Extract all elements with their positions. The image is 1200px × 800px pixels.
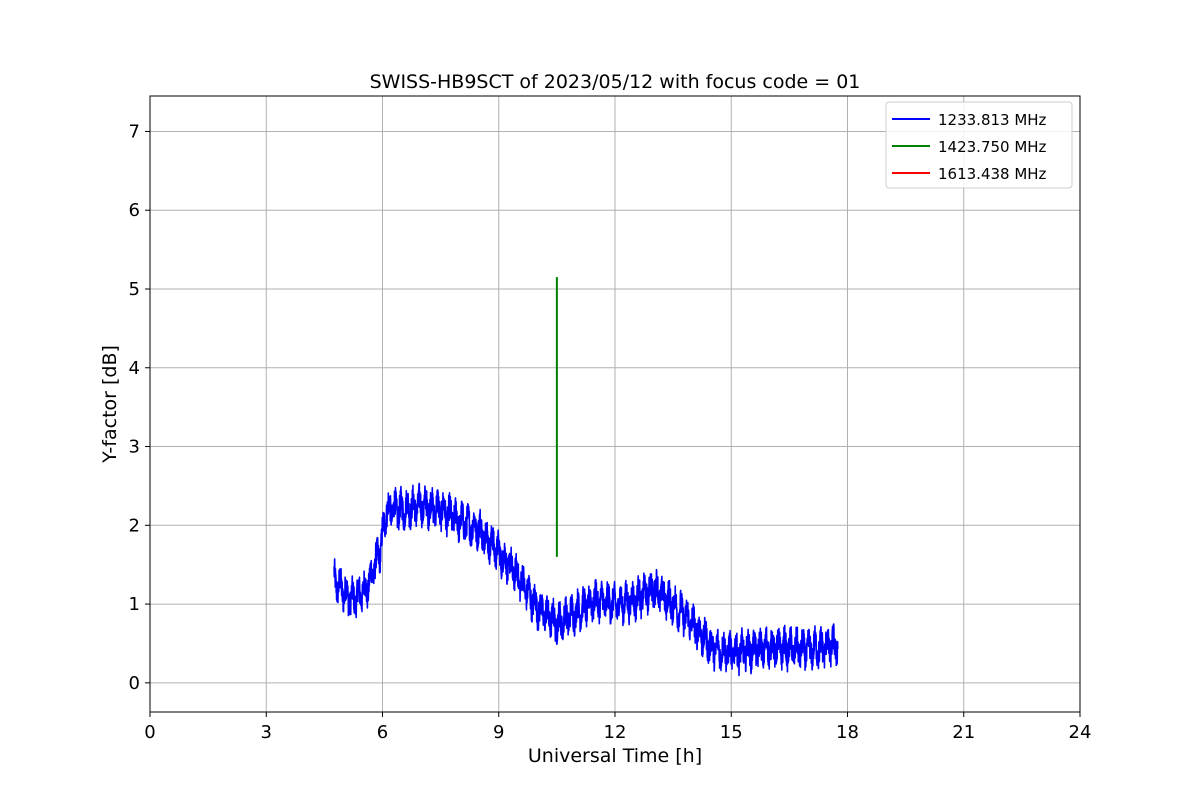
legend-box [885,101,1073,189]
y-tick-label: 1 [129,594,140,615]
plot-area [333,277,839,677]
x-axis: 0 3 6 9 12 15 18 21 24 [144,712,1091,743]
x-tick-label: 9 [493,722,504,743]
y-tick-label: 6 [129,200,140,221]
x-tick-label: 15 [720,722,743,743]
legend: 1233.813 MHz 1423.750 MHz 1613.438 MHz [885,101,1073,189]
y-tick-label: 7 [129,121,140,142]
legend-label: 1423.750 MHz [938,138,1047,156]
series-line [333,482,839,677]
y-tick-label: 2 [129,515,140,536]
y-axis: 0 1 2 3 4 5 6 7 [129,121,150,694]
chart-title: SWISS-HB9SCT of 2023/05/12 with focus co… [370,71,861,93]
y-axis-label: Y-factor [dB] [99,345,121,464]
y-tick-label: 4 [129,358,140,379]
x-tick-label: 18 [836,722,859,743]
legend-label: 1233.813 MHz [938,111,1047,129]
x-tick-label: 6 [377,722,388,743]
x-tick-label: 24 [1069,722,1092,743]
legend-label: 1613.438 MHz [938,165,1047,183]
x-tick-label: 0 [144,722,155,743]
x-tick-label: 3 [261,722,272,743]
y-tick-label: 5 [129,279,140,300]
y-tick-label: 3 [129,437,140,458]
y-tick-label: 0 [129,673,140,694]
x-axis-label: Universal Time [h] [528,745,702,767]
x-tick-label: 21 [952,722,975,743]
x-tick-label: 12 [604,722,627,743]
